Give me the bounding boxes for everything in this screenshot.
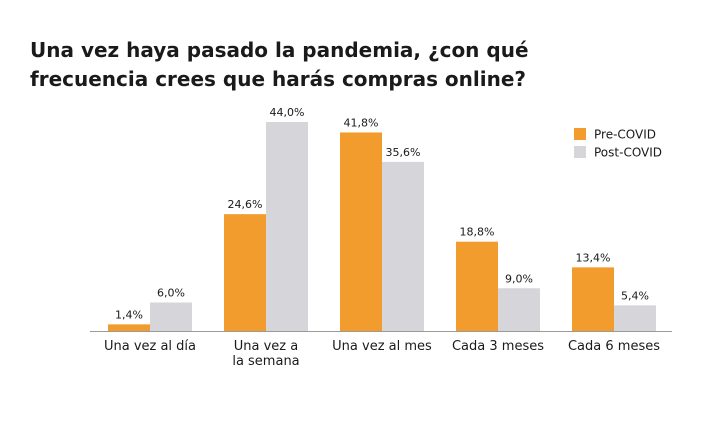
category-label-line: Una vez a <box>234 339 298 354</box>
data-label-post-covid-5: 5,4% <box>621 289 649 302</box>
legend-label-pre-covid: Pre-COVID <box>594 128 656 142</box>
category-label-3: Una vez al mes <box>332 339 432 354</box>
bar-pre-covid-3 <box>340 132 382 331</box>
category-label-2: Una vez a la semana <box>232 339 299 369</box>
data-label-post-covid-4: 9,0% <box>505 272 533 285</box>
bar-pre-covid-1 <box>108 324 150 331</box>
data-label-post-covid-3: 35,6% <box>386 146 421 159</box>
legend-swatch-pre-covid <box>574 128 586 140</box>
bar-post-covid-4 <box>498 288 540 331</box>
category-label-line: Cada 6 meses <box>568 339 660 354</box>
bar-post-covid-2 <box>266 122 308 331</box>
category-label-5: Cada 6 meses <box>568 339 660 354</box>
data-label-pre-covid-4: 18,8% <box>460 226 495 239</box>
data-label-post-covid-2: 44,0% <box>270 106 305 119</box>
bar-post-covid-3 <box>382 161 424 331</box>
bar-post-covid-1 <box>150 302 192 331</box>
data-label-post-covid-1: 6,0% <box>157 287 185 300</box>
chart-title: Una vez haya pasado la pandemia, ¿con qu… <box>30 38 529 91</box>
category-label-line: la semana <box>232 354 299 369</box>
legend-swatch-post-covid <box>574 146 586 158</box>
legend-label-post-covid: Post-COVID <box>594 146 662 160</box>
bar-post-covid-5 <box>614 305 656 331</box>
data-label-pre-covid-5: 13,4% <box>576 251 611 264</box>
data-label-pre-covid-2: 24,6% <box>228 198 263 211</box>
bar-pre-covid-2 <box>224 214 266 331</box>
data-label-pre-covid-3: 41,8% <box>344 116 379 129</box>
bar-pre-covid-5 <box>572 267 614 331</box>
category-label-line: Cada 3 meses <box>452 339 544 354</box>
category-label-line: Una vez al mes <box>332 339 432 354</box>
category-label-line: Una vez al día <box>104 339 196 354</box>
bar-pre-covid-4 <box>456 241 498 331</box>
category-label-1: Una vez al día <box>104 339 196 354</box>
category-label-4: Cada 3 meses <box>452 339 544 354</box>
data-label-pre-covid-1: 1,4% <box>115 308 143 321</box>
